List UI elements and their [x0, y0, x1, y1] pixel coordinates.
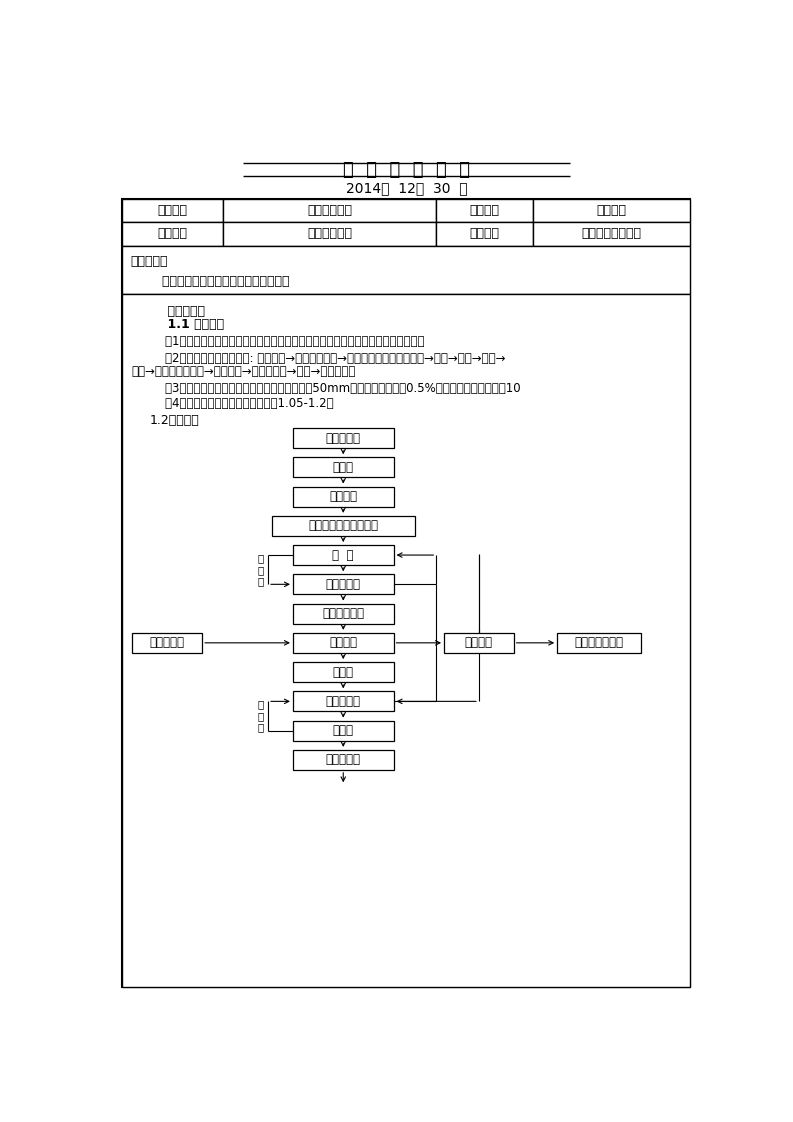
Text: 工序名称: 工序名称	[469, 228, 500, 240]
Bar	[293, 691, 393, 711]
Bar	[122, 246, 691, 294]
Bar	[293, 458, 393, 477]
Text: （4）钻孔灌注桩施工时，充盈系数1.05-1.2。: （4）钻孔灌注桩施工时，充盈系数1.05-1.2。	[150, 397, 333, 411]
Text: 下钢筋笼: 下钢筋笼	[329, 636, 358, 650]
Bar	[293, 633, 393, 653]
Text: 废浆（土）外运: 废浆（土）外运	[574, 636, 623, 650]
Text: 技  术  交  底  记  录: 技 术 交 底 记 录	[343, 160, 470, 178]
Bar	[293, 749, 393, 770]
Text: 1.1 施工要求: 1.1 施工要求	[150, 318, 224, 331]
Text: 交底部位: 交底部位	[158, 228, 188, 240]
Bar	[436, 200, 533, 222]
Bar	[293, 574, 393, 595]
Text: （2）钻孔灌注桩工艺流程: 埋设护筒→注入护壁泥浆→桩机就位（钢筋笼制作）→钻孔→排渣→清孔→: （2）钻孔灌注桩工艺流程: 埋设护筒→注入护壁泥浆→桩机就位（钢筋笼制作）→钻孔…	[150, 352, 505, 365]
Text: 放线定桩位: 放线定桩位	[326, 432, 361, 444]
Text: 工程名称: 工程名称	[158, 204, 188, 218]
Bar	[557, 633, 641, 653]
Bar	[293, 604, 393, 624]
Text: 1.2工艺流程: 1.2工艺流程	[150, 414, 199, 427]
Bar	[533, 200, 691, 222]
Text: 不
合
格: 不 合 格	[257, 699, 263, 733]
Bar	[444, 633, 514, 653]
Text: （3）钻孔灌注桩施工时应保证桩径偏差不大于50mm，垂直度偏差小于0.5%，桩位允许偏差不大于10: （3）钻孔灌注桩施工时应保证桩径偏差不大于50mm，垂直度偏差小于0.5%，桩位…	[150, 381, 520, 395]
Bar	[223, 222, 436, 246]
Text: 第二次清孔: 第二次清孔	[326, 695, 361, 708]
Text: 安放隔水栓: 安放隔水栓	[326, 753, 361, 766]
Bar	[293, 720, 393, 741]
Bar	[122, 222, 223, 246]
Bar	[533, 222, 691, 246]
Text: 钻机定位，调整垂直度: 钻机定位，调整垂直度	[308, 519, 378, 532]
Text: 百特扩建项目: 百特扩建项目	[307, 204, 352, 218]
Bar	[223, 200, 436, 222]
Text: 2014年  12月  30  日: 2014年 12月 30 日	[346, 182, 467, 195]
Bar	[132, 633, 202, 653]
Text: 钢筋笼制作: 钢筋笼制作	[150, 636, 185, 650]
Text: 施工单位: 施工单位	[469, 204, 500, 218]
Bar	[436, 222, 533, 246]
Text: 第一次清孔: 第一次清孔	[326, 578, 361, 591]
Text: 钢筋混凝土灌注桩: 钢筋混凝土灌注桩	[582, 228, 642, 240]
Bar	[293, 487, 393, 506]
Text: 交底内容：: 交底内容：	[150, 305, 205, 318]
Bar	[293, 662, 393, 682]
Bar	[293, 427, 393, 448]
Text: 挖导槽: 挖导槽	[333, 461, 354, 473]
Text: （1）灌注桩施工前，根据设计要求进一步确定施工设备、施工工艺以及技术要求。: （1）灌注桩施工前，根据设计要求进一步确定施工设备、施工工艺以及技术要求。	[150, 334, 424, 348]
Text: 成  孔: 成 孔	[332, 549, 354, 561]
Bar	[293, 545, 393, 565]
Text: 埋设护筒: 埋设护筒	[329, 490, 358, 503]
Bar	[122, 294, 691, 987]
Text: 钢筋混凝土灌注桩施工工艺及施工方法: 钢筋混凝土灌注桩施工工艺及施工方法	[146, 275, 289, 287]
Text: 交底提要：: 交底提要：	[130, 255, 167, 268]
Bar	[271, 516, 415, 536]
Text: 泥浆循环: 泥浆循环	[465, 636, 493, 650]
Text: 不
合
格: 不 合 格	[257, 553, 263, 587]
Text: 基础桩基工程: 基础桩基工程	[307, 228, 352, 240]
Text: 下导管: 下导管	[333, 665, 354, 679]
Text: 测孔深、沉淤: 测孔深、沉淤	[322, 607, 364, 620]
Bar	[122, 200, 223, 222]
Text: 测沉渣: 测沉渣	[333, 724, 354, 737]
Text: 华仁建设: 华仁建设	[597, 204, 626, 218]
Text: 筋笼→下放混凝土导管→二次清孔→浇筑混凝土→成桩→机器移位。: 筋笼→下放混凝土导管→二次清孔→浇筑混凝土→成桩→机器移位。	[132, 365, 356, 378]
